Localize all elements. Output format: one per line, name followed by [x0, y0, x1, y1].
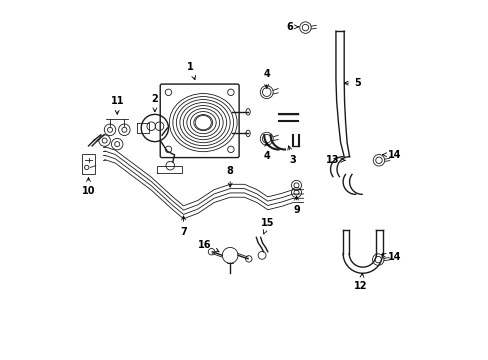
Text: 8: 8 — [226, 166, 233, 187]
Ellipse shape — [195, 116, 211, 130]
Text: 2: 2 — [151, 94, 158, 112]
Text: 16: 16 — [198, 239, 219, 252]
Text: 6: 6 — [285, 22, 298, 32]
Text: 12: 12 — [354, 273, 367, 291]
Text: 10: 10 — [81, 177, 95, 196]
Text: 15: 15 — [261, 218, 274, 234]
Text: 14: 14 — [381, 252, 401, 262]
Text: 11: 11 — [110, 96, 123, 114]
Text: 3: 3 — [287, 146, 296, 165]
Text: 5: 5 — [344, 78, 360, 88]
Text: 9: 9 — [292, 196, 299, 216]
Text: 4: 4 — [263, 69, 269, 89]
Text: 4: 4 — [263, 143, 269, 161]
Text: 13: 13 — [325, 155, 344, 165]
Text: 1: 1 — [187, 62, 195, 80]
Text: 14: 14 — [382, 150, 401, 160]
Text: 7: 7 — [180, 216, 186, 237]
